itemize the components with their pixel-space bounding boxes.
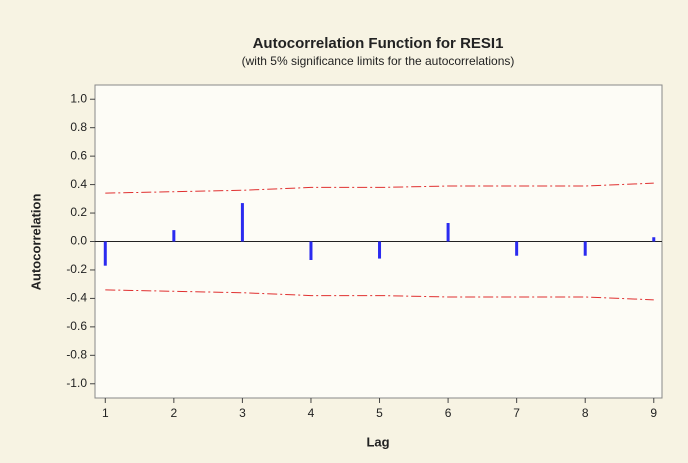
y-tick-label: 0.2 <box>70 205 87 219</box>
x-tick-label: 1 <box>102 406 109 420</box>
y-axis-label: Autocorrelation <box>28 194 43 291</box>
bar <box>378 242 381 259</box>
bar <box>172 230 175 241</box>
x-tick-label: 5 <box>376 406 383 420</box>
x-tick-label: 6 <box>445 406 452 420</box>
y-tick-label: 1.0 <box>70 91 87 105</box>
bar <box>584 242 587 256</box>
y-tick-label: 0.4 <box>70 177 87 191</box>
y-tick-label: -0.4 <box>66 291 87 305</box>
chart-title: Autocorrelation Function for RESI1 <box>253 35 504 52</box>
bar <box>241 203 244 241</box>
x-tick-label: 7 <box>513 406 520 420</box>
x-tick-label: 2 <box>171 406 178 420</box>
y-tick-label: -1.0 <box>66 376 87 390</box>
x-tick-label: 3 <box>239 406 246 420</box>
bar <box>309 242 312 260</box>
bar <box>652 237 655 241</box>
bar <box>447 223 450 241</box>
y-tick-label: 0.0 <box>70 234 87 248</box>
bar <box>515 242 518 256</box>
y-tick-label: -0.8 <box>66 347 87 361</box>
chart: Autocorrelation Function for RESI1 (with… <box>0 0 688 463</box>
x-tick-label: 4 <box>308 406 315 420</box>
chart-subtitle: (with 5% significance limits for the aut… <box>242 54 515 68</box>
x-tick-label: 8 <box>582 406 589 420</box>
x-tick-label: 9 <box>650 406 657 420</box>
x-axis-label: Lag <box>366 434 389 449</box>
y-tick-label: -0.6 <box>66 319 87 333</box>
bar <box>104 242 107 266</box>
y-tick-label: 0.6 <box>70 148 87 162</box>
y-tick-label: 0.8 <box>70 120 87 134</box>
y-tick-label: -0.2 <box>66 262 87 276</box>
